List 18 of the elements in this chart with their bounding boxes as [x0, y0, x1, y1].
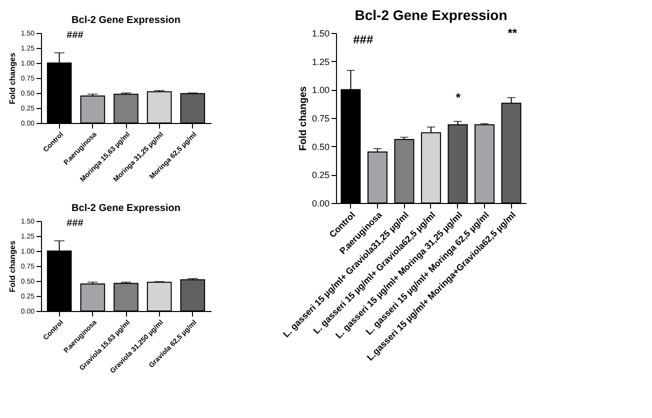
annotation: ### — [66, 218, 84, 230]
y-axis-title: Fold changes — [298, 86, 309, 151]
y-axis-title: Fold changes — [8, 240, 17, 292]
annotation: * — [456, 90, 461, 104]
y-tick-label: 0.50 — [312, 142, 330, 152]
y-tick-label: 1.25 — [312, 56, 330, 67]
annotation: ### — [353, 32, 374, 47]
y-tick-label: 1.00 — [312, 85, 330, 96]
y-tick-label: 0.00 — [312, 198, 330, 208]
annotation: ### — [66, 30, 84, 42]
chart-title: Bcl-2 Gene Expression — [72, 203, 180, 214]
y-tick-label: 0.75 — [312, 114, 330, 124]
chart-title: Bcl-2 Gene Expression — [354, 6, 508, 23]
annotation: ** — [508, 26, 518, 40]
chart-title: Bcl-2 Gene Expression — [72, 15, 180, 26]
y-tick-label: 1.50 — [312, 28, 330, 38]
y-tick-label: 0.25 — [312, 170, 330, 180]
y-axis-title: Fold changes — [8, 52, 17, 104]
